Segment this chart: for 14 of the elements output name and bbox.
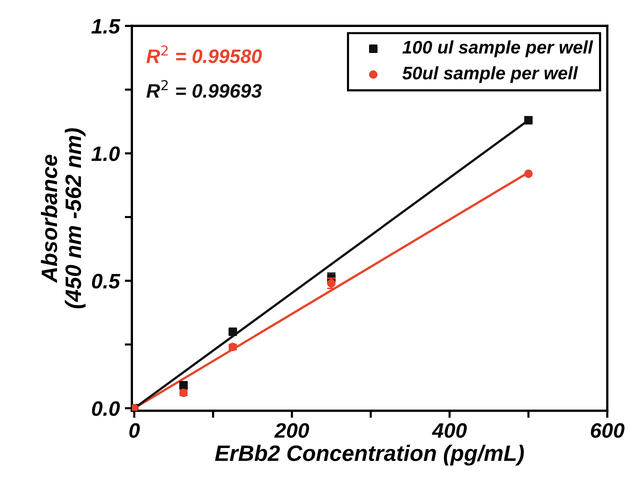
y-tick-label: 1.5 — [91, 19, 120, 34]
legend-label: 50ul sample per well — [402, 66, 578, 84]
annotation: R$^{2}$ = 0.99693 — [146, 80, 262, 98]
y-tick-label: 0.0 — [92, 401, 120, 416]
x-tick-label: 400 — [432, 423, 467, 438]
x-tick-label: 200 — [274, 423, 310, 438]
y-tick-label: 1.0 — [91, 146, 120, 162]
legend-label: 100 ul sample per well — [402, 40, 594, 58]
annotation: R$^{2}$ = 0.99580 — [146, 45, 262, 64]
x-axis-title: ErBb2 Concentration (pg/mL) — [215, 444, 524, 466]
x-tick-label: 0 — [129, 423, 140, 438]
y-axis-title: Absorbance (450 nm -562 nm) — [40, 128, 86, 308]
y-tick-label: 0.5 — [92, 274, 120, 289]
x-tick-label: 600 — [590, 423, 624, 438]
